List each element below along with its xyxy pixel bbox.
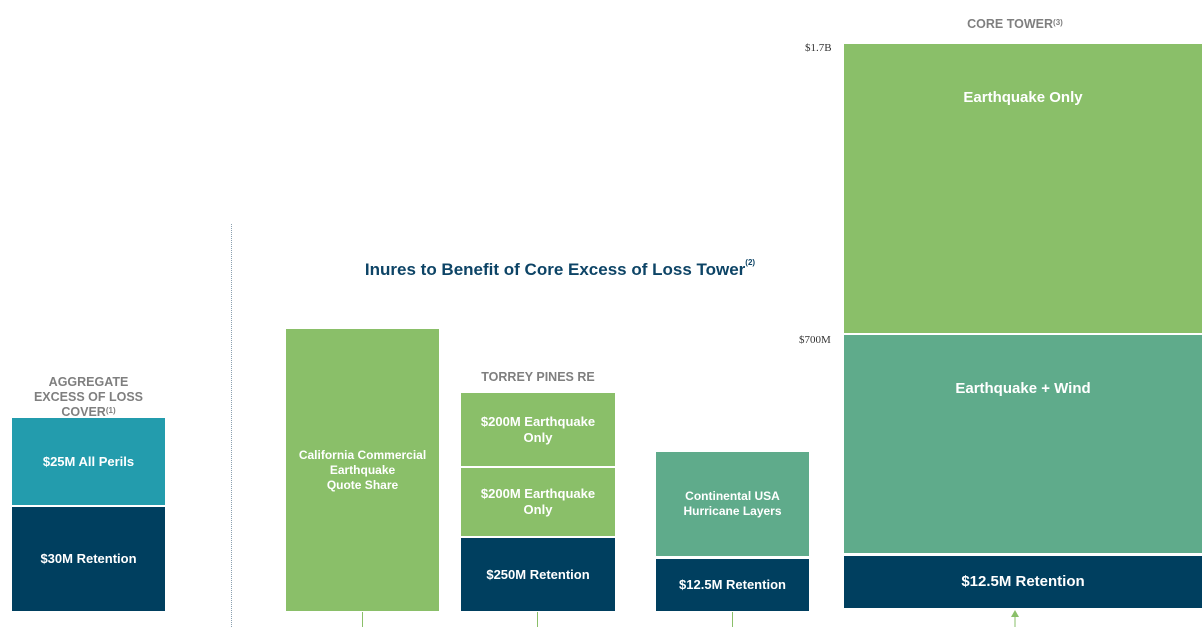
text: Quote Share xyxy=(326,477,399,492)
heading: Inures to Benefit of Core Excess of Loss… xyxy=(300,258,820,280)
note: (3) xyxy=(1053,18,1063,27)
layer: Continental USA Hurricane Layers xyxy=(656,452,809,556)
text: $12.5M Retention xyxy=(679,577,786,592)
layer: Earthquake + Wind xyxy=(844,335,1202,553)
text: $12.5M Retention xyxy=(961,573,1085,590)
layer: $12.5M Retention xyxy=(844,556,1202,608)
text: $200M Earthquake xyxy=(480,413,596,429)
text: $250M Retention xyxy=(486,566,590,582)
connector xyxy=(362,612,363,627)
layer: $250M Retention xyxy=(461,538,615,611)
text: EXCESS OF LOSS xyxy=(33,390,144,404)
note: (1) xyxy=(105,406,116,415)
connector xyxy=(537,612,538,627)
text: Hurricane Layers xyxy=(683,504,782,518)
text: California Commercial xyxy=(298,447,427,462)
torrey-title: TORREY PINES RE xyxy=(481,370,595,384)
text: $25M All Perils xyxy=(42,453,135,469)
arrow xyxy=(1011,610,1019,627)
text: Earthquake xyxy=(329,462,396,477)
axis-label: $1.7B xyxy=(805,42,832,54)
connector xyxy=(732,612,733,627)
layer: $200M Earthquake Only xyxy=(461,468,615,536)
layer: Earthquake Only xyxy=(844,44,1202,333)
text: Earthquake Only xyxy=(963,89,1083,106)
text: Inures to Benefit of Core Excess of Loss… xyxy=(364,260,746,279)
layer: California Commercial Earthquake Quote Sha… xyxy=(286,329,439,611)
text: COVER xyxy=(61,405,106,419)
layer: $200M Earthquake Only xyxy=(461,393,615,466)
divider xyxy=(231,224,232,627)
text: $200M Earthquake xyxy=(480,486,596,501)
text: Only xyxy=(523,429,553,445)
text: Only xyxy=(523,502,553,517)
note: (2) xyxy=(745,258,756,267)
layer: $30M Retention xyxy=(12,507,165,611)
text: AGGREGATE xyxy=(48,375,129,389)
text: Earthquake + Wind xyxy=(955,380,1091,397)
layer: $25M All Perils xyxy=(12,418,165,505)
aggregate-title: AGGREGATE EXCESS OF LOSS COVER(1) xyxy=(12,375,165,420)
layer: $12.5M Retention xyxy=(656,559,809,611)
text: $30M Retention xyxy=(40,551,137,566)
core-title: CORE TOWER xyxy=(967,17,1054,31)
text: Continental USA xyxy=(685,489,780,503)
axis-label: $700M xyxy=(799,334,831,346)
